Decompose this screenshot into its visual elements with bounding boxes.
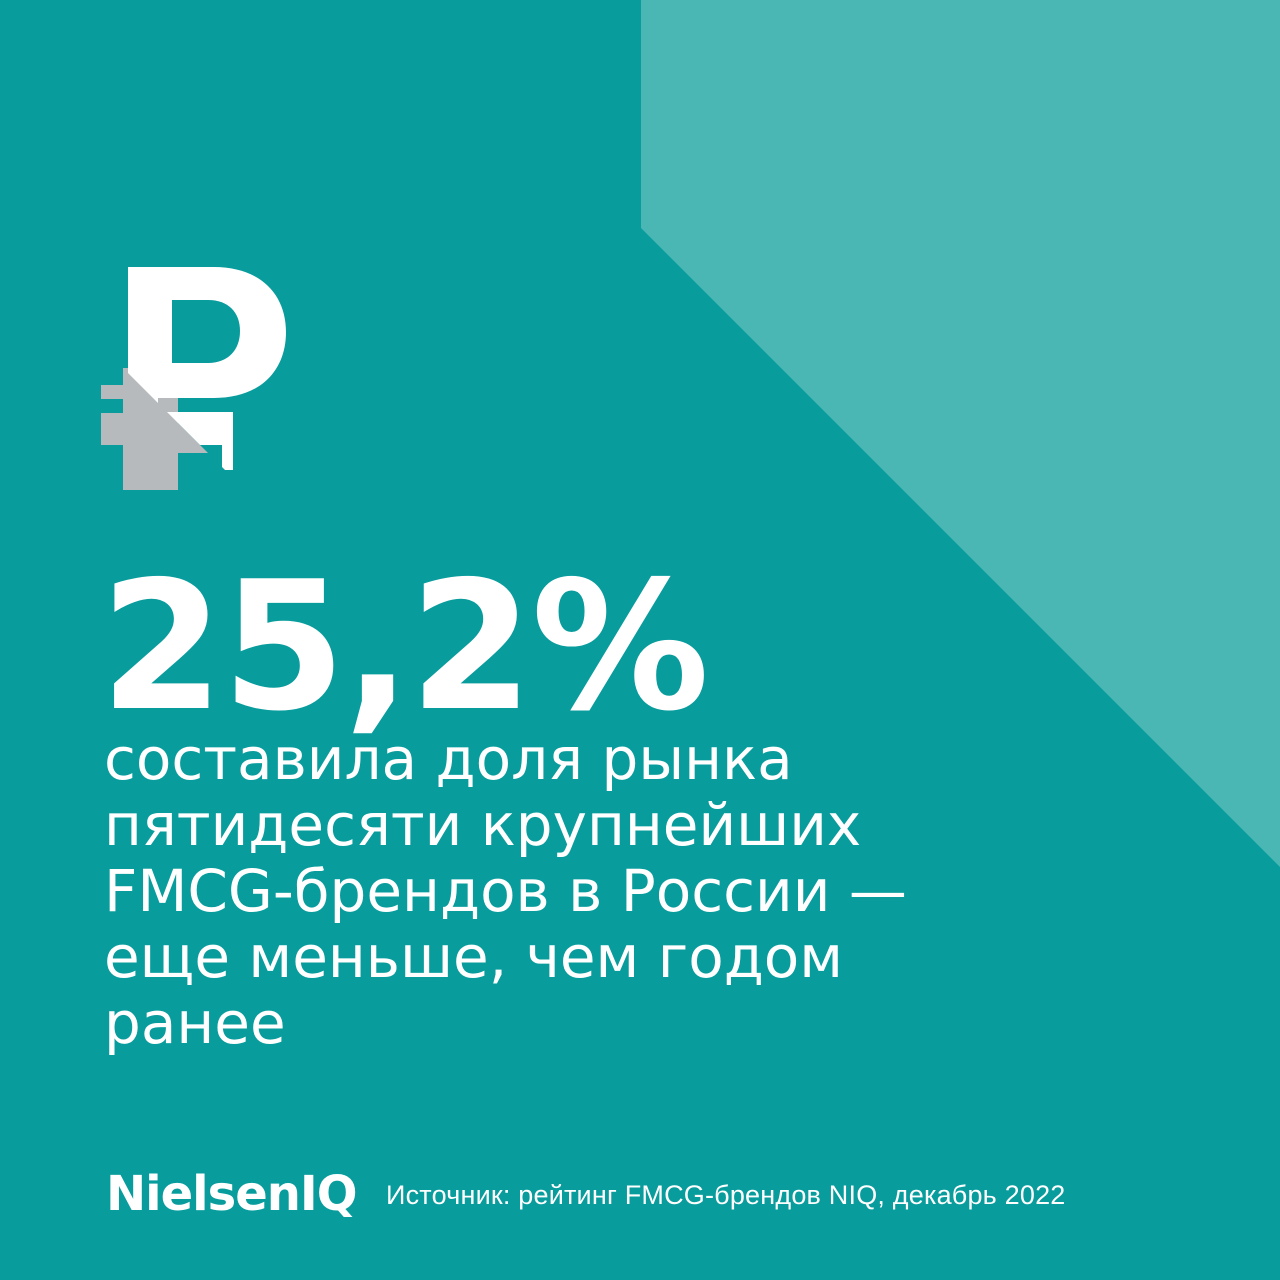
accent-corner-shape bbox=[641, 0, 1280, 867]
ruble-plus-icon bbox=[101, 267, 286, 490]
brand-logo: NielsenIQ bbox=[106, 1166, 358, 1222]
body-text: составила доля рынка пятидесяти крупнейш… bbox=[104, 725, 907, 1057]
headline-value: 25,2% bbox=[100, 543, 710, 750]
source-text: Источник: рейтинг FMCG-брендов NIQ, дека… bbox=[386, 1180, 1066, 1210]
